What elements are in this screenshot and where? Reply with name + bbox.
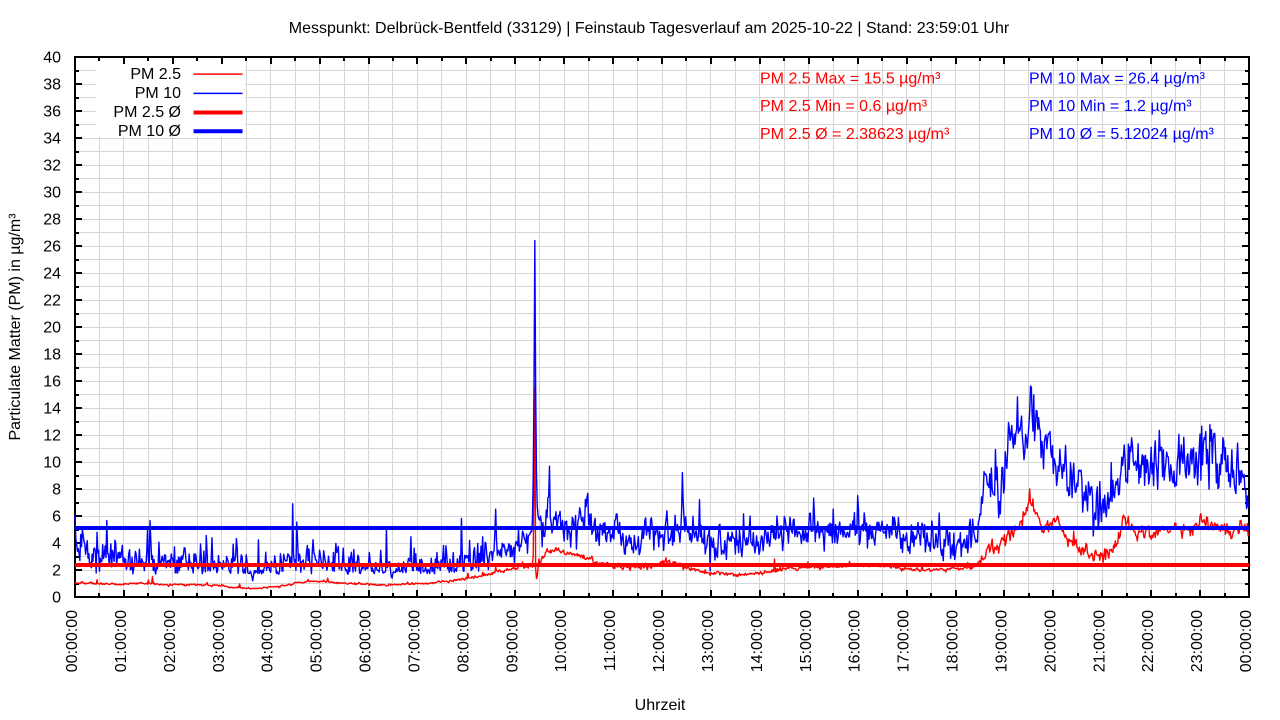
series-pm-10-line	[74, 239, 1249, 582]
x-tick-label: 00:00:00	[64, 610, 81, 672]
y-tick-label: 20	[43, 320, 61, 337]
axis-tick-labels: 00:00:00 01:00:00 02:00:00 03:00:00 04:00:00…	[43, 50, 1255, 673]
x-tick-label: 08:00:00	[455, 610, 472, 672]
legend-background	[96, 57, 245, 137]
x-tick-label: 04:00:00	[260, 610, 277, 672]
y-tick-label: 8	[52, 482, 61, 499]
x-tick-label: 05:00:00	[309, 610, 326, 672]
legend-label-pm25-avg: PM 2.5 Ø	[113, 104, 181, 121]
y-tick-label: 34	[43, 131, 61, 148]
x-tick-label: 06:00:00	[358, 610, 375, 672]
y-tick-label: 28	[43, 212, 61, 229]
x-tick-label: 21:00:00	[1091, 610, 1108, 672]
x-tick-label: 02:00:00	[162, 610, 179, 672]
x-tick-label: 23:00:00	[1189, 610, 1206, 672]
x-tick-label: 14:00:00	[749, 610, 766, 672]
y-tick-label: 24	[43, 266, 61, 283]
x-tick-label: 16:00:00	[847, 610, 864, 672]
stat-pm25-avg: PM 2.5 Ø = 2.38623 µg/m³	[760, 126, 950, 143]
y-tick-label: 2	[52, 563, 61, 580]
y-tick-label: 10	[43, 455, 61, 472]
data-series	[74, 239, 1249, 590]
x-tick-label: 09:00:00	[504, 610, 521, 672]
x-tick-label: 19:00:00	[993, 610, 1010, 672]
series-pm-2-5-line	[74, 387, 1249, 590]
x-tick-label: 10:00:00	[553, 610, 570, 672]
y-tick-label: 38	[43, 77, 61, 94]
x-tick-label: 01:00:00	[113, 610, 130, 672]
stat-pm10-min: PM 10 Min = 1.2 µg/m³	[1029, 98, 1192, 115]
x-tick-label: 17:00:00	[896, 610, 913, 672]
x-axis-label: Uhrzeit	[635, 697, 686, 714]
x-tick-label: 15:00:00	[798, 610, 815, 672]
stat-pm10-max: PM 10 Max = 26.4 µg/m³	[1029, 71, 1206, 88]
x-tick-label: 12:00:00	[651, 610, 668, 672]
plot-border	[74, 56, 1250, 598]
x-tick-label: 22:00:00	[1140, 610, 1157, 672]
legend-label-pm25: PM 2.5	[130, 66, 181, 83]
legend-label-pm10-avg: PM 10 Ø	[118, 123, 181, 140]
y-tick-label: 22	[43, 293, 61, 310]
x-tick-label: 11:00:00	[602, 610, 619, 671]
y-tick-label: 30	[43, 185, 61, 202]
y-tick-label: 14	[43, 401, 61, 418]
x-tick-label: 20:00:00	[1042, 610, 1059, 672]
y-tick-label: 0	[52, 590, 61, 607]
y-axis-label: Particulate Matter (PM) in µg/m³	[7, 213, 24, 441]
legend-label-pm10: PM 10	[135, 85, 181, 102]
y-tick-label: 18	[43, 347, 61, 364]
x-tick-label: 18:00:00	[945, 610, 962, 672]
chart-title: Messpunkt: Delbrück-Bentfeld (33129) | F…	[289, 20, 1010, 37]
grid-lines	[75, 57, 1249, 597]
y-tick-label: 32	[43, 158, 61, 175]
y-tick-label: 6	[52, 509, 61, 526]
y-tick-label: 36	[43, 104, 61, 121]
stat-pm25-max: PM 2.5 Max = 15.5 µg/m³	[760, 71, 941, 88]
x-tick-label: 03:00:00	[211, 610, 228, 672]
x-tick-label: 00:00:00	[1238, 610, 1255, 672]
y-tick-label: 26	[43, 239, 61, 256]
y-tick-label: 4	[52, 536, 61, 553]
y-tick-label: 16	[43, 374, 61, 391]
stat-pm25-min: PM 2.5 Min = 0.6 µg/m³	[760, 98, 928, 115]
y-tick-label: 12	[43, 428, 61, 445]
stat-pm10-avg: PM 10 Ø = 5.12024 µg/m³	[1029, 126, 1215, 143]
legend: PM 2.5 PM 10 PM 2.5 Ø PM 10 Ø	[113, 66, 243, 140]
x-tick-label: 13:00:00	[700, 610, 717, 672]
x-tick-label: 07:00:00	[406, 610, 423, 672]
y-tick-label: 40	[43, 50, 61, 67]
stats-labels: PM 2.5 Max = 15.5 µg/m³ PM 2.5 Min = 0.6…	[760, 71, 1215, 144]
